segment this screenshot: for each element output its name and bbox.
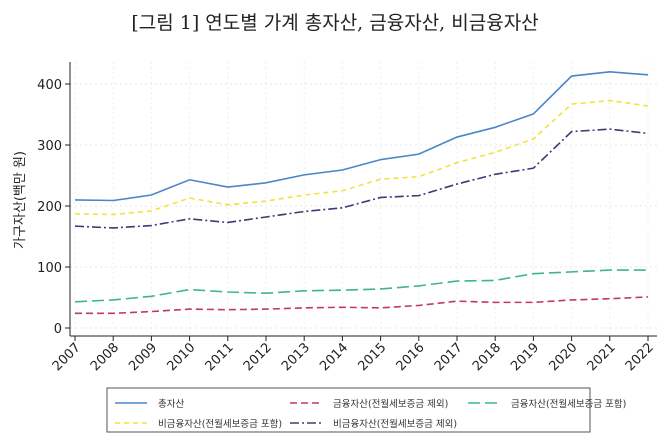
series-line [74, 70, 649, 202]
series-line [75, 296, 649, 315]
x-tick-label: 2009 [126, 340, 160, 374]
x-tick-label: 2015 [355, 340, 389, 374]
x-tick-label: 2016 [394, 340, 428, 374]
y-tick-label: 200 [37, 200, 62, 215]
x-tick-label: 2007 [50, 340, 84, 374]
x-tick-label: 2010 [164, 340, 198, 374]
series-1 [74, 296, 649, 315]
legend-label: 금융자산(전월세보증금 제외) [333, 398, 448, 410]
x-tick-label: 2008 [88, 340, 122, 374]
legend-label: 총자산 [158, 399, 184, 410]
series-line [74, 99, 649, 216]
y-tick-label: 300 [37, 139, 62, 154]
y-tick-label: 0 [54, 322, 62, 337]
x-tick-label: 2019 [508, 340, 542, 374]
legend-label: 비금융자산(전월세보증금 제외) [333, 418, 457, 430]
x-tick-label: 2011 [203, 340, 237, 374]
series-line [74, 128, 649, 229]
x-tick-label: 2018 [470, 340, 504, 374]
legend-box [106, 387, 591, 433]
chart-title: [그림 1] 연도별 가계 총자산, 금융자산, 비금융자산 [131, 12, 539, 34]
y-tick-label: 400 [37, 78, 62, 93]
x-tick-label: 2022 [623, 340, 657, 374]
y-axis-label: 가구자산(백만 원) [13, 151, 28, 249]
x-tick-label: 2013 [279, 340, 313, 374]
series-line [74, 269, 648, 303]
x-tick-label: 2014 [317, 340, 351, 374]
legend-label: 비금융자산(전월세보증금 포함) [158, 418, 282, 430]
series-4 [74, 128, 649, 229]
series-0 [74, 70, 649, 202]
x-tick-label: 2021 [585, 340, 619, 374]
x-tick-label: 2012 [241, 340, 275, 374]
y-tick-label: 100 [37, 261, 62, 276]
series-3 [74, 99, 649, 216]
x-tick-label: 2020 [546, 340, 580, 374]
legend-label: 금융자산(전월세보증금 포함) [511, 398, 626, 410]
series-2 [74, 269, 649, 303]
x-tick-label: 2017 [432, 340, 466, 374]
